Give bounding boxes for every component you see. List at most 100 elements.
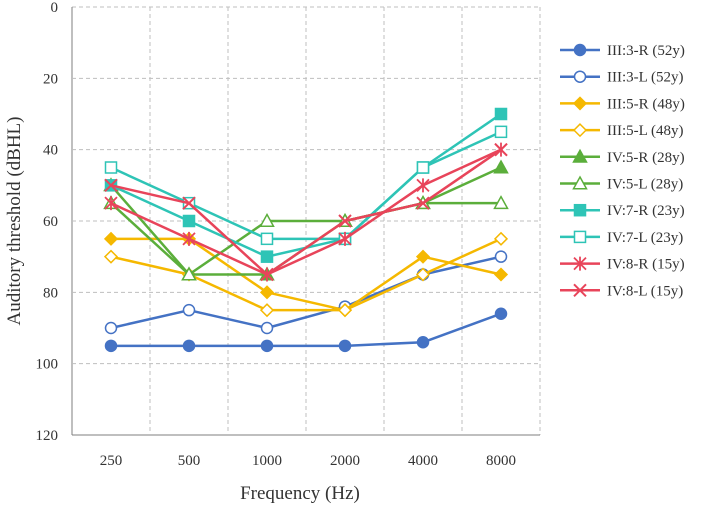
data-point (182, 196, 196, 210)
legend-label: III:5-L (48y) (607, 123, 684, 139)
data-point (260, 232, 274, 246)
data-point (493, 159, 509, 174)
legend-marker (573, 256, 587, 271)
data-point (338, 339, 352, 353)
legend-marker (573, 283, 587, 298)
legend-entry: IV:8-R (15y) (560, 256, 685, 273)
data-point (494, 250, 508, 263)
series-9 (104, 142, 508, 282)
data-point (337, 303, 353, 318)
legend-label: IV:8-R (15y) (607, 257, 685, 273)
series-line (110, 255, 502, 330)
x-tick-label: 2000 (330, 453, 360, 469)
legend-entry: IV:8-L (15y) (560, 283, 683, 299)
y-tick-label: 120 (36, 428, 59, 444)
legend-entry: III:5-R (48y) (560, 96, 685, 112)
y-tick-label: 0 (51, 0, 59, 16)
data-point (338, 214, 352, 228)
data-point (260, 321, 274, 335)
data-point (494, 307, 508, 320)
data-point (493, 195, 509, 210)
legend-label: IV:8-L (15y) (607, 283, 683, 299)
legend-marker (572, 96, 588, 111)
y-tick-label: 100 (36, 357, 59, 373)
legend-marker (573, 203, 587, 217)
x-tick-label: 250 (100, 453, 123, 469)
series-line (110, 201, 501, 276)
data-point (104, 161, 118, 174)
legend-entry: III:3-L (52y) (560, 70, 684, 86)
data-point (259, 212, 275, 227)
data-point (260, 267, 274, 282)
data-point (104, 339, 118, 353)
legend-entry: IV:5-L (28y) (560, 175, 683, 193)
data-point (259, 303, 275, 318)
series-line (110, 237, 502, 312)
legend-label: III:3-L (52y) (607, 70, 684, 86)
legend-marker (573, 230, 587, 244)
legend: III:3-R (52y) III:3-L (52y) III:5-R (48y) I… (560, 43, 685, 299)
legend-entry: IV:7-L (23y) (560, 230, 683, 246)
data-point (103, 231, 119, 246)
legend-entry: IV:7-R (23y) (560, 203, 685, 219)
data-point (416, 178, 430, 193)
legend-entry: III:3-R (52y) (560, 43, 685, 59)
series-1 (104, 307, 508, 353)
x-axis-title: Frequency (Hz) (240, 483, 360, 504)
data-point (182, 214, 196, 228)
data-point (494, 107, 508, 121)
legend-marker (573, 70, 587, 83)
series-line (110, 148, 502, 276)
data-point (182, 231, 196, 246)
data-point (338, 231, 352, 246)
x-axis-ticks: 250 500 1000 2000 4000 8000 (100, 453, 516, 469)
legend-label: IV:5-R (28y) (607, 150, 685, 166)
x-tick-label: 8000 (486, 453, 516, 469)
legend-label: III:5-R (48y) (607, 96, 685, 112)
data-point (415, 267, 431, 282)
series-line (111, 237, 502, 312)
legend-marker (573, 43, 587, 57)
data-point (493, 267, 509, 282)
data-point (493, 231, 509, 246)
data-point (104, 196, 118, 211)
data-point (103, 249, 119, 264)
legend-marker (572, 123, 588, 138)
legend-entry: IV:5-R (28y) (560, 148, 685, 166)
data-point (416, 161, 430, 174)
y-axis-ticks: 0 20 40 60 80 100 120 (36, 0, 59, 444)
series-layer (103, 107, 509, 353)
data-point (494, 125, 508, 139)
x-tick-label: 1000 (252, 453, 282, 469)
data-point (260, 250, 274, 263)
data-point (259, 285, 275, 300)
series-10 (104, 142, 508, 282)
data-point (416, 336, 430, 349)
legend-marker (572, 148, 588, 163)
data-point (416, 196, 430, 210)
data-point (260, 339, 274, 353)
data-point (104, 321, 118, 335)
data-point (182, 303, 196, 317)
y-axis-title: Auditory threshold (dBHL) (4, 117, 25, 326)
data-point (181, 266, 197, 281)
y-tick-label: 80 (43, 285, 58, 301)
x-tick-label: 500 (178, 453, 201, 469)
legend-label: III:3-R (52y) (607, 43, 685, 59)
legend-label: IV:7-R (23y) (607, 203, 685, 219)
data-point (104, 178, 118, 193)
series-line (110, 148, 502, 276)
legend-entry: III:5-L (48y) (560, 123, 684, 139)
data-point (182, 339, 196, 353)
x-tick-label: 4000 (408, 453, 438, 469)
legend-marker (572, 175, 588, 190)
series-line (111, 312, 502, 348)
data-point (415, 249, 431, 264)
y-tick-label: 60 (43, 214, 58, 230)
y-tick-label: 40 (43, 143, 58, 159)
y-tick-label: 20 (43, 71, 58, 87)
series-line (110, 130, 502, 241)
legend-label: IV:5-L (28y) (607, 177, 683, 193)
data-point (494, 142, 508, 157)
